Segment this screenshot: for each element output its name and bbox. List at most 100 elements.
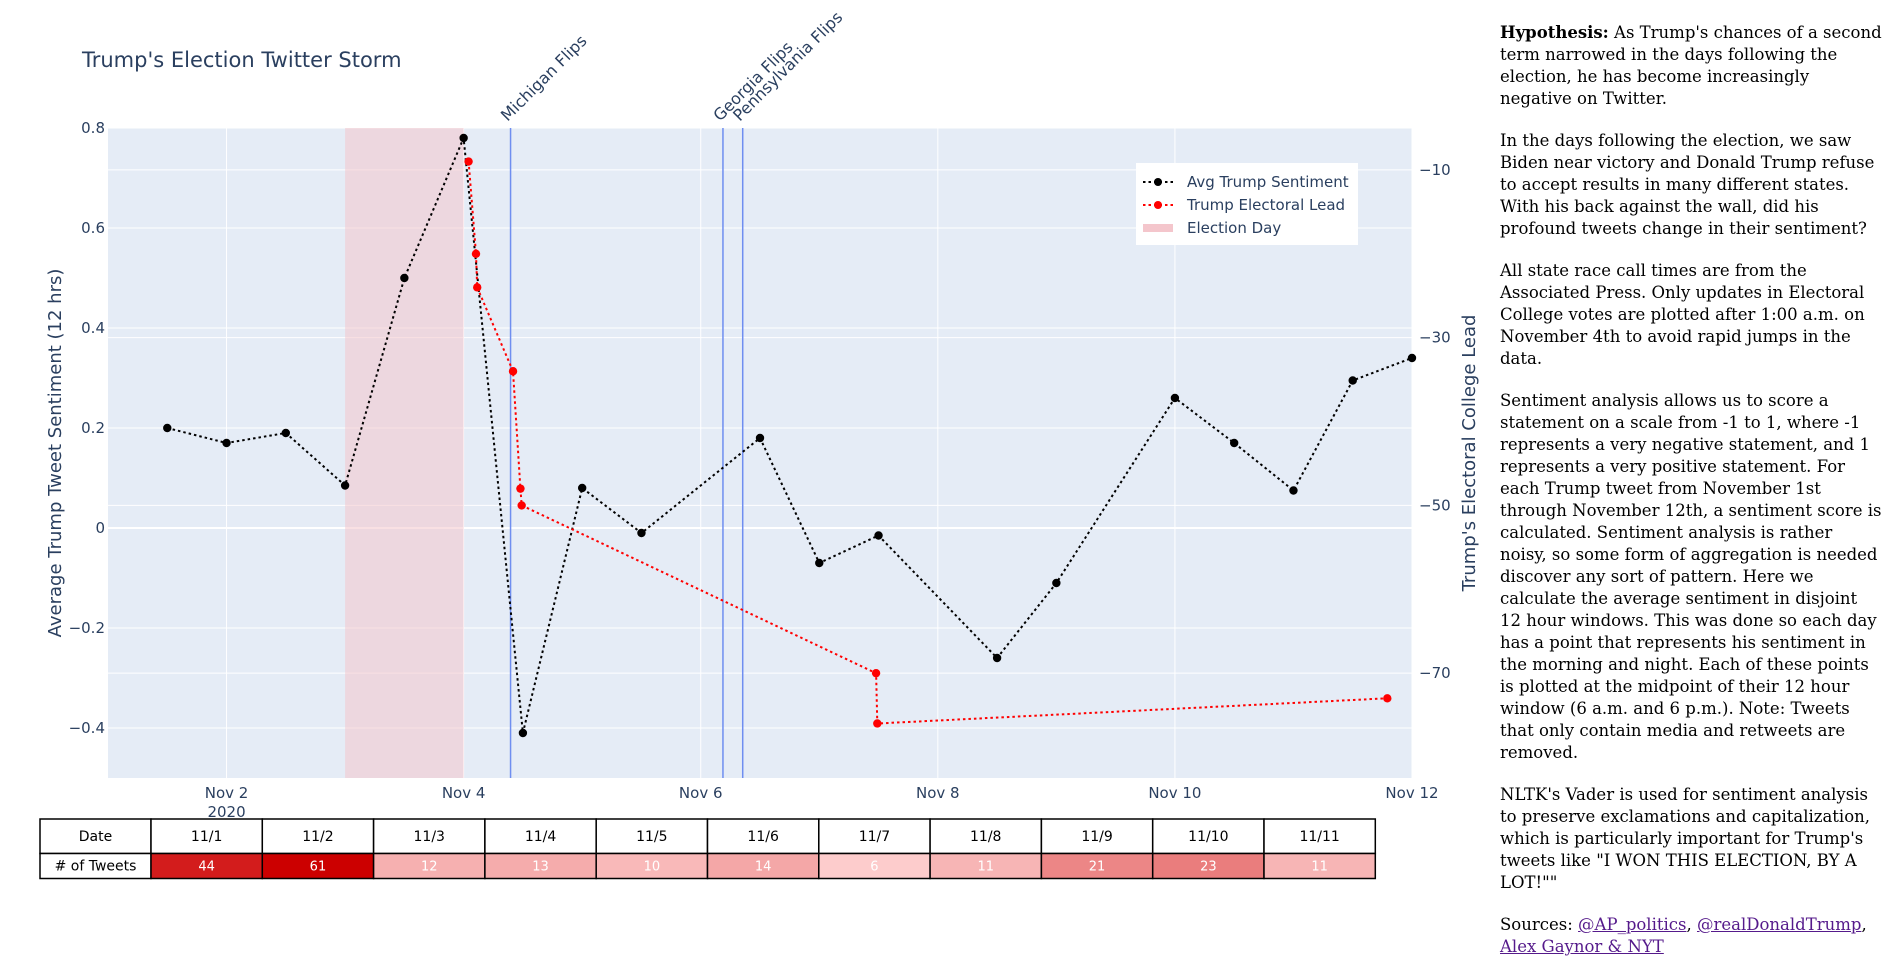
sentiment-point bbox=[281, 428, 291, 438]
electoral-lead-point bbox=[517, 501, 526, 510]
sentiment-point bbox=[755, 433, 765, 443]
legend-marker bbox=[1154, 178, 1162, 186]
x-tick-label: Nov 6 bbox=[679, 784, 723, 802]
y-tick-label: 0.6 bbox=[81, 219, 105, 237]
legend-marker bbox=[1154, 201, 1162, 209]
tweet-count-table: Date # of Tweets 11/1 44 11/2 61 11/3 12 11/4 13 1… bbox=[39, 818, 1377, 880]
y-tick-label: 0.4 bbox=[81, 319, 105, 337]
table-count-cell bbox=[818, 852, 931, 880]
electoral-lead-point bbox=[873, 719, 882, 728]
y2-axis-title: Trump's Electoral College Lead bbox=[1459, 315, 1480, 593]
table-date-cell bbox=[261, 818, 375, 855]
sources-separator: , bbox=[1686, 915, 1692, 934]
electoral-lead-point bbox=[473, 283, 482, 292]
table-date-cell bbox=[1263, 818, 1377, 855]
table-date: 11/3 bbox=[414, 829, 445, 845]
legend-label[interactable]: Trump Electoral Lead bbox=[1186, 196, 1345, 214]
table-date: 11/2 bbox=[302, 829, 333, 845]
sources-paragraph: Sources: @AP_politics, @realDonaldTrump,… bbox=[1500, 914, 1882, 958]
hypothesis-text: As Trump's chances of a second term narr… bbox=[1500, 23, 1882, 108]
method-paragraph: Sentiment analysis allows us to score a … bbox=[1500, 391, 1882, 762]
data-source-paragraph: All state race call times are from the A… bbox=[1500, 261, 1865, 368]
legend-label[interactable]: Avg Trump Sentiment bbox=[1187, 173, 1349, 191]
sentiment-point bbox=[518, 728, 528, 738]
sources-label: Sources: bbox=[1500, 915, 1573, 934]
table-count: 11 bbox=[1311, 860, 1328, 875]
sentiment-point bbox=[400, 273, 409, 283]
sentiment-point bbox=[1170, 393, 1180, 403]
y2-tick-label: −30 bbox=[1419, 329, 1451, 347]
table-date-cell bbox=[818, 818, 931, 855]
sentiment-point bbox=[637, 528, 646, 538]
electoral-lead-point bbox=[508, 367, 518, 376]
table-count: 61 bbox=[310, 860, 327, 875]
legend[interactable]: Avg Trump Sentiment Trump Electoral Lead E… bbox=[1136, 163, 1358, 245]
event-label: Pennsylvania Flips bbox=[729, 8, 846, 125]
vader-paragraph: NLTK's Vader is used for sentiment analy… bbox=[1500, 785, 1871, 892]
table-date: 11/6 bbox=[747, 829, 779, 845]
y-tick-label: 0.8 bbox=[81, 119, 105, 137]
electoral-lead-point bbox=[1383, 694, 1392, 703]
hypothesis-label: Hypothesis: bbox=[1500, 23, 1609, 42]
sentiment-point bbox=[163, 423, 172, 433]
y-axis-title: Average Trump Tweet Sentiment (12 hrs) bbox=[45, 269, 66, 638]
table-date: 11/8 bbox=[970, 829, 1001, 845]
table-row-label: Date bbox=[79, 829, 112, 845]
y2-tick-label: −50 bbox=[1419, 496, 1451, 514]
sentiment-point bbox=[459, 133, 468, 143]
table-count: 10 bbox=[644, 860, 661, 875]
table-count-cell bbox=[1263, 852, 1377, 880]
table-date-cell bbox=[706, 818, 820, 855]
x-tick-label: Nov 4 bbox=[442, 784, 486, 802]
table-count: 44 bbox=[198, 860, 215, 875]
y2-tick-label: −70 bbox=[1419, 664, 1451, 682]
x-tick-label: Nov 12 bbox=[1385, 784, 1438, 802]
sentiment-point bbox=[1229, 438, 1239, 448]
legend-label[interactable]: Election Day bbox=[1187, 219, 1281, 237]
chart-title: Trump's Election Twitter Storm bbox=[81, 48, 402, 72]
table-label-cell bbox=[39, 818, 152, 855]
hypothesis-paragraph: Hypothesis: As Trump's chances of a seco… bbox=[1500, 22, 1882, 110]
gaynor-nyt-link[interactable]: Alex Gaynor & NYT bbox=[1500, 937, 1664, 956]
x-tick-sublabel: 2020 bbox=[207, 803, 245, 821]
table-date: 11/11 bbox=[1299, 829, 1339, 845]
table-count-cell bbox=[484, 852, 597, 880]
table-count: 14 bbox=[755, 860, 772, 875]
sentiment-point bbox=[815, 558, 824, 568]
x-tick-label: Nov 2 bbox=[205, 784, 249, 802]
realdonaldtrump-link[interactable]: @realDonaldTrump bbox=[1696, 915, 1862, 934]
table-date: 11/7 bbox=[859, 829, 890, 845]
table-count: 13 bbox=[532, 860, 549, 875]
ap-politics-link[interactable]: @AP_politics bbox=[1578, 915, 1687, 934]
table-count-cell bbox=[595, 852, 709, 880]
sentiment-point bbox=[992, 653, 1002, 663]
table-count: 23 bbox=[1200, 860, 1217, 875]
x-tick-label: Nov 10 bbox=[1148, 784, 1201, 802]
electoral-lead-point bbox=[471, 249, 481, 259]
electoral-lead-point bbox=[516, 484, 525, 493]
electoral-lead-point bbox=[871, 668, 881, 678]
table-date-cell bbox=[1040, 818, 1154, 855]
table-count-cell bbox=[1040, 852, 1154, 880]
sentiment-point bbox=[1289, 486, 1298, 495]
sentiment-point bbox=[1348, 376, 1357, 385]
table-date: 11/10 bbox=[1188, 829, 1228, 845]
table-count-cell bbox=[706, 852, 820, 880]
sources-separator: , bbox=[1861, 915, 1867, 934]
table-date: 11/9 bbox=[1081, 829, 1112, 845]
table-date: 11/1 bbox=[191, 829, 222, 845]
sentiment-point bbox=[874, 531, 883, 540]
table-count-cell bbox=[150, 852, 264, 880]
electoral-lead-point bbox=[464, 157, 473, 166]
description-panel: Hypothesis: As Trump's chances of a seco… bbox=[1500, 22, 1882, 978]
legend-band-swatch bbox=[1143, 224, 1173, 232]
y-tick-label: 0 bbox=[95, 519, 105, 537]
table-count: 21 bbox=[1089, 860, 1106, 875]
election-day-band bbox=[345, 128, 464, 778]
table-date: 11/5 bbox=[636, 829, 667, 845]
table-count: 11 bbox=[977, 860, 994, 875]
sentiment-point bbox=[340, 481, 350, 490]
table-date-cell bbox=[484, 818, 597, 855]
table-label-cell bbox=[39, 852, 152, 880]
